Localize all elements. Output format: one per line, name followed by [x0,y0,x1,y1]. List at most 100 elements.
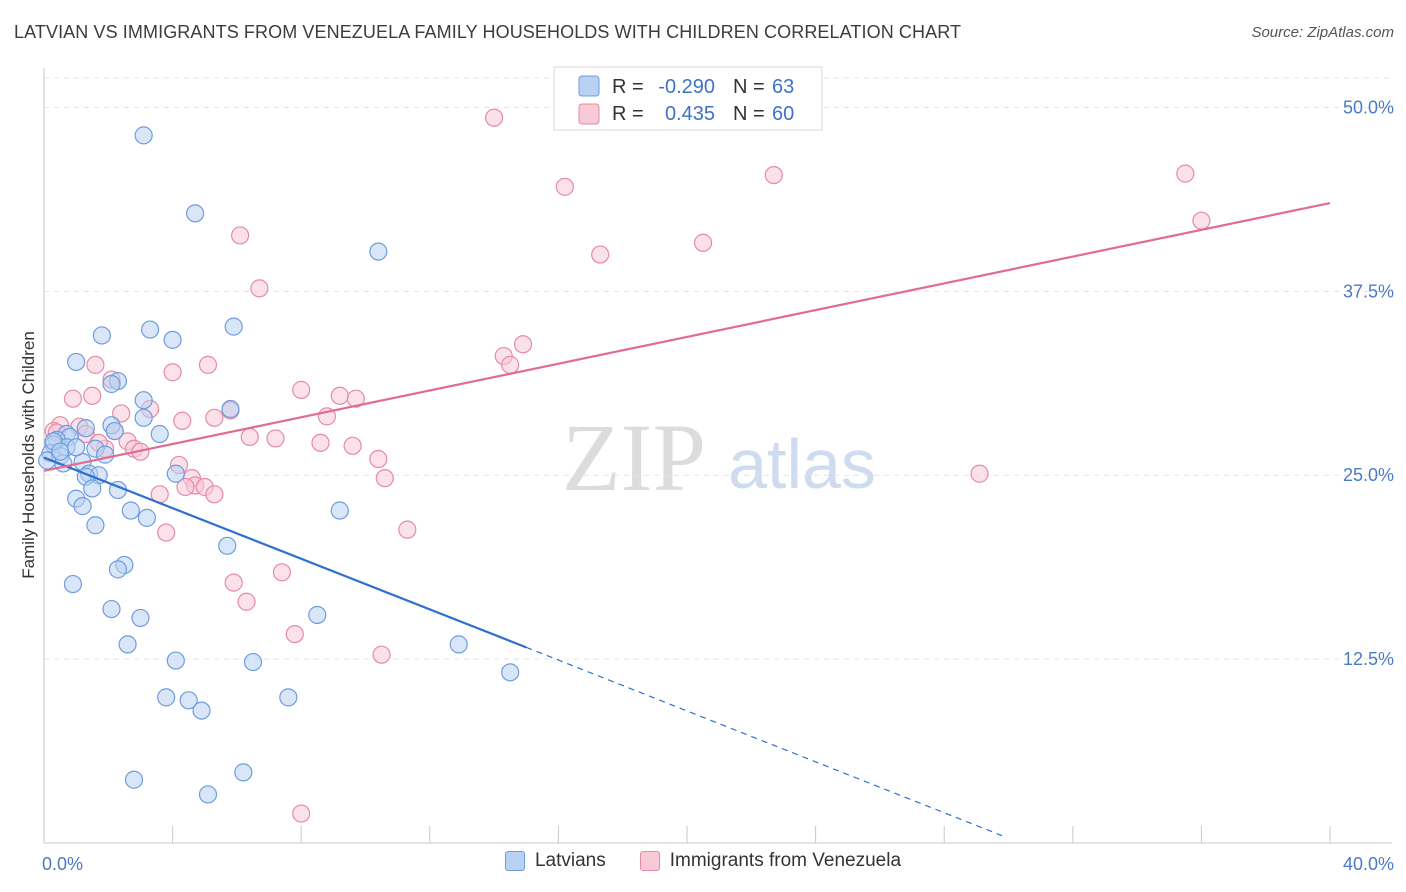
watermark-atlas: atlas [728,425,876,503]
latvians-swatch [504,851,525,871]
venezuela-point-7 [591,245,610,264]
venezuela-point-56 [372,645,391,664]
latvians-point-54 [179,691,198,710]
watermark-zip: ZIP [562,404,706,511]
legend-label-venezuela: Immigrants from Venezuela [669,850,902,871]
latvians-point-57 [124,770,144,789]
latvians-point-41 [218,536,237,555]
venezuela-trend-line [43,201,1331,472]
legend-n-label-2: N = [733,103,770,125]
venezuela-point-35 [343,436,362,455]
legend-r-value-1: -0.290 [658,76,715,98]
latvians-point-49 [166,651,185,670]
venezuela-point-48 [205,485,224,504]
latvians-point-62 [50,442,70,461]
chart-title: LATVIAN VS IMMIGRANTS FROM VENEZUELA FAM… [14,22,962,42]
venezuela-point-13 [198,355,218,374]
latvians-point-36 [73,497,92,516]
venezuela-point-19 [330,386,349,405]
latvians-point-47 [308,605,327,625]
latvians-points [38,126,520,804]
legend-item-latvians[interactable]: Latvians [504,850,606,872]
latvians-point-52 [501,663,520,682]
venezuela-point-5 [231,226,250,245]
y-tick-label-3: 50.0% [1343,97,1394,117]
venezuela-point-2 [764,165,783,185]
venezuela-point-14 [163,363,182,382]
legend-item-venezuela[interactable]: Immigrants from Venezuela [639,850,902,872]
latvians-point-46 [131,608,150,628]
venezuela-point-49 [970,464,989,483]
latvians-point-25 [95,445,115,464]
venezuela-point-50 [398,520,417,539]
venezuela-point-33 [266,429,285,448]
venezuela-point-20 [346,389,365,408]
legend-r-label-1: R = [612,76,649,98]
axes [43,68,1392,844]
latvians-point-61 [67,438,86,457]
bottom-legend: Latvians Immigrants from Venezuela [0,850,1406,872]
x-tick-label-0: 0.0% [42,854,83,874]
venezuela-point-23 [112,404,131,423]
y-tick-label-1: 25.0% [1343,465,1394,485]
latvians-point-58 [234,763,253,782]
latvians-point-4 [224,317,243,336]
venezuela-point-51 [157,523,176,542]
x-tick-label-1: 40.0% [1343,854,1394,874]
venezuela-point-12 [86,355,105,374]
venezuela-point-9 [513,335,533,354]
legend-n-value-1: 63 [772,76,794,98]
latvians-point-39 [86,516,105,535]
y-tick-labels: 12.5% 25.0% 37.5% 50.0% [1343,97,1394,669]
latvians-point-48 [118,635,137,654]
y-tick-label-2: 37.5% [1343,281,1394,301]
venezuela-point-16 [83,386,102,405]
venezuela-point-34 [311,433,330,452]
latvians-point-33 [83,479,102,498]
latvians-point-13 [76,419,95,438]
latvians-point-51 [449,635,468,654]
venezuela-point-11 [501,355,520,374]
legend-box: R = -0.290 N = 63 R = 0.435 N = 60 [553,66,823,131]
venezuela-point-0 [485,108,504,127]
venezuela-point-18 [292,380,311,399]
latvians-point-0 [134,126,153,145]
latvians-point-43 [108,560,128,579]
latvians-point-10 [134,391,153,410]
latvians-point-5 [163,330,182,349]
x-tick-labels: 0.0% 40.0% [42,854,1394,874]
y-tick-label-0: 12.5% [1343,649,1394,669]
latvians-point-32 [166,464,185,483]
latvians-point-50 [243,652,263,672]
latvians-point-37 [121,501,140,520]
latvians-point-9 [102,374,121,394]
venezuela-point-17 [63,389,83,408]
legend-r-label-2: R = [612,103,649,125]
latvians-trend-extension [526,646,1003,837]
latvians-point-3 [140,320,160,339]
latvians-point-11 [221,399,240,419]
venezuela-point-25 [205,408,224,427]
legend-r-value-2: 0.435 [665,103,715,125]
latvians-point-6 [92,326,111,345]
legend-n-label-1: N = [733,76,770,98]
latvians-point-45 [102,599,121,619]
venezuela-point-54 [237,592,256,611]
trend-lines [43,201,1331,837]
venezuela-swatch [639,851,660,871]
latvians-point-15 [150,424,169,444]
legend-label-latvians: Latvians [534,850,606,871]
venezuela-point-4 [1192,211,1211,230]
y-axis-label: Family Households with Children [19,331,38,579]
venezuela-point-1 [555,177,574,196]
latvians-point-55 [279,688,298,707]
venezuela-point-55 [285,624,304,644]
venezuela-point-26 [173,411,192,430]
legend-swatch-latvians [578,75,600,97]
latvians-point-59 [198,785,218,804]
venezuela-point-53 [224,573,243,592]
venezuela-point-43 [375,469,394,488]
latvians-point-44 [63,574,83,594]
latvians-point-1 [186,204,205,223]
